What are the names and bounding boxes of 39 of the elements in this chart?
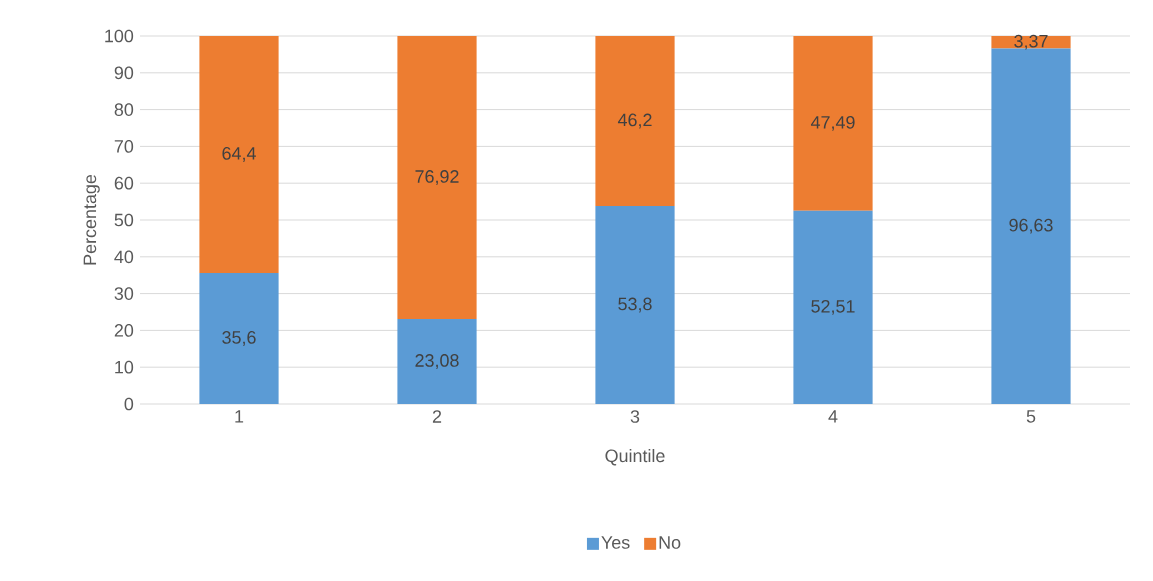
legend-label: Yes — [601, 536, 630, 549]
y-tick-label: 80 — [114, 103, 134, 116]
data-label: 52,51 — [811, 299, 855, 315]
x-tick-label: 3 — [630, 410, 640, 423]
bar — [793, 36, 873, 211]
bar — [595, 206, 675, 404]
data-label: 64,4 — [222, 147, 256, 162]
y-tick-label: 20 — [114, 324, 134, 337]
data-label: 53,8 — [618, 297, 652, 313]
x-tick-label: 2 — [432, 410, 442, 423]
y-tick-label: 10 — [115, 360, 134, 374]
data-label: 76,92 — [415, 170, 459, 185]
y-tick-label: 70 — [114, 140, 134, 153]
y-tick-label: 90 — [114, 66, 134, 80]
bar — [397, 36, 477, 320]
x-axis-title: Quintile — [605, 449, 665, 466]
bar — [595, 36, 675, 207]
bar — [199, 36, 279, 273]
data-label: 35,6 — [222, 331, 256, 346]
y-axis-title: Percentage — [83, 174, 100, 265]
x-tick-label: 1 — [235, 410, 244, 423]
bar — [991, 48, 1071, 404]
y-tick-label: 50 — [114, 213, 134, 227]
y-tick-label: 60 — [114, 176, 134, 190]
data-label: 23,08 — [415, 354, 459, 369]
data-label: 47,49 — [810, 115, 855, 131]
y-tick-label: 40 — [114, 250, 134, 264]
x-tick-label: 4 — [828, 410, 838, 423]
bar — [199, 272, 279, 404]
y-tick-label: 100 — [105, 29, 134, 43]
data-label: 96,63 — [1009, 218, 1053, 234]
y-tick-label: 30 — [114, 287, 134, 300]
y-tick-label: 0 — [124, 397, 134, 411]
legend-label: No — [659, 536, 681, 549]
bar — [397, 319, 477, 404]
bar — [793, 210, 873, 404]
data-label: 3,37 — [1014, 34, 1048, 50]
data-label: 46,2 — [617, 113, 652, 129]
x-tick-label: 5 — [1026, 410, 1036, 423]
